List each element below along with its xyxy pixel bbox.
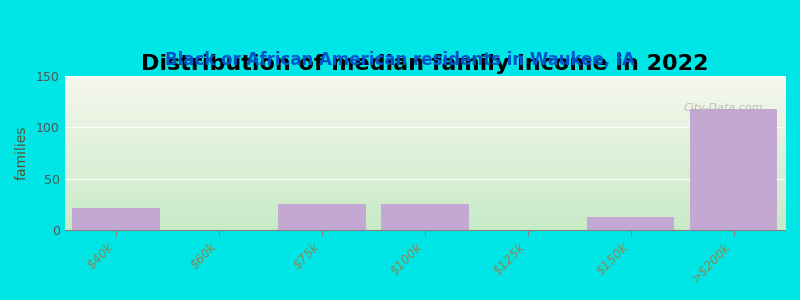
Bar bbox=[278, 204, 366, 230]
Title: Distribution of median family income in 2022: Distribution of median family income in … bbox=[141, 54, 709, 74]
Y-axis label: families: families bbox=[15, 126, 29, 180]
Bar bbox=[72, 208, 160, 230]
Bar bbox=[381, 204, 469, 230]
Text: City-Data.com: City-Data.com bbox=[684, 103, 763, 113]
Bar bbox=[690, 109, 778, 230]
Bar bbox=[587, 217, 674, 230]
Text: Black or African American residents in Waukee, IA: Black or African American residents in W… bbox=[165, 51, 635, 69]
